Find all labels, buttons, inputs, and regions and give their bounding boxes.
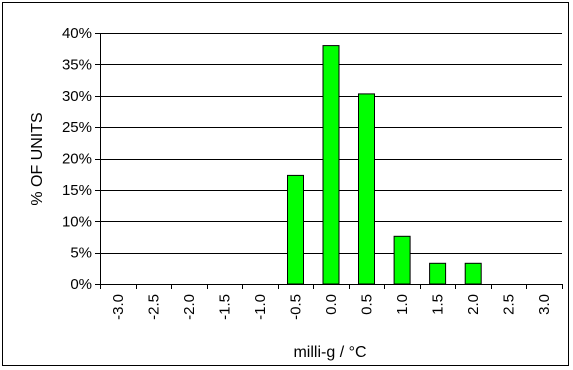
y-tick-label: 35% [62, 56, 92, 73]
y-tick-label: 30% [62, 88, 92, 105]
x-tick-label: 2.5 [501, 294, 518, 315]
y-tick-label: 10% [62, 213, 92, 230]
x-tick-label: 2.0 [465, 294, 482, 315]
y-tick-label: 15% [62, 182, 92, 199]
y-tick-labels: 0% 5% 10% 15% 20% 25% 30% 35% 40% [62, 25, 92, 293]
x-tick-labels: -3.0 -2.5 -2.0 -1.5 -1.0 -0.5 0.0 0.5 1.0 1.5 2.0 2… [110, 294, 553, 320]
y-axis-label: % OF UNITS [29, 112, 46, 205]
y-tick-label: 0% [70, 276, 92, 293]
x-tick-label: 3.0 [536, 294, 553, 315]
bar-0.0 [322, 45, 340, 285]
x-tick-label: 0.0 [323, 294, 340, 315]
bar-2.0 [464, 262, 482, 285]
x-tick-label: -1.5 [216, 294, 233, 320]
x-tick-label: -2.0 [181, 294, 198, 320]
x-tick-label: 1.0 [394, 294, 411, 315]
bar-1.5 [429, 262, 447, 285]
chart-frame [2, 2, 569, 366]
bars [287, 45, 482, 285]
bar-1.0 [393, 235, 411, 285]
y-tick-label: 25% [62, 119, 92, 136]
x-tick-label: 0.5 [359, 294, 376, 315]
x-axis-label: milli-g / °C [293, 344, 366, 361]
y-tick-label: 20% [62, 151, 92, 168]
bar--0.5 [287, 174, 304, 285]
x-tick-label: -0.5 [288, 294, 305, 320]
x-tick-label: -1.0 [252, 294, 269, 320]
bar-0.5 [358, 93, 375, 285]
axes [95, 33, 563, 289]
y-tick-label: 5% [70, 245, 92, 262]
x-tick-label: -3.0 [110, 294, 127, 320]
x-tick-label: -2.5 [145, 294, 162, 320]
y-tick-label: 40% [62, 25, 92, 42]
x-tick-label: 1.5 [430, 294, 447, 315]
